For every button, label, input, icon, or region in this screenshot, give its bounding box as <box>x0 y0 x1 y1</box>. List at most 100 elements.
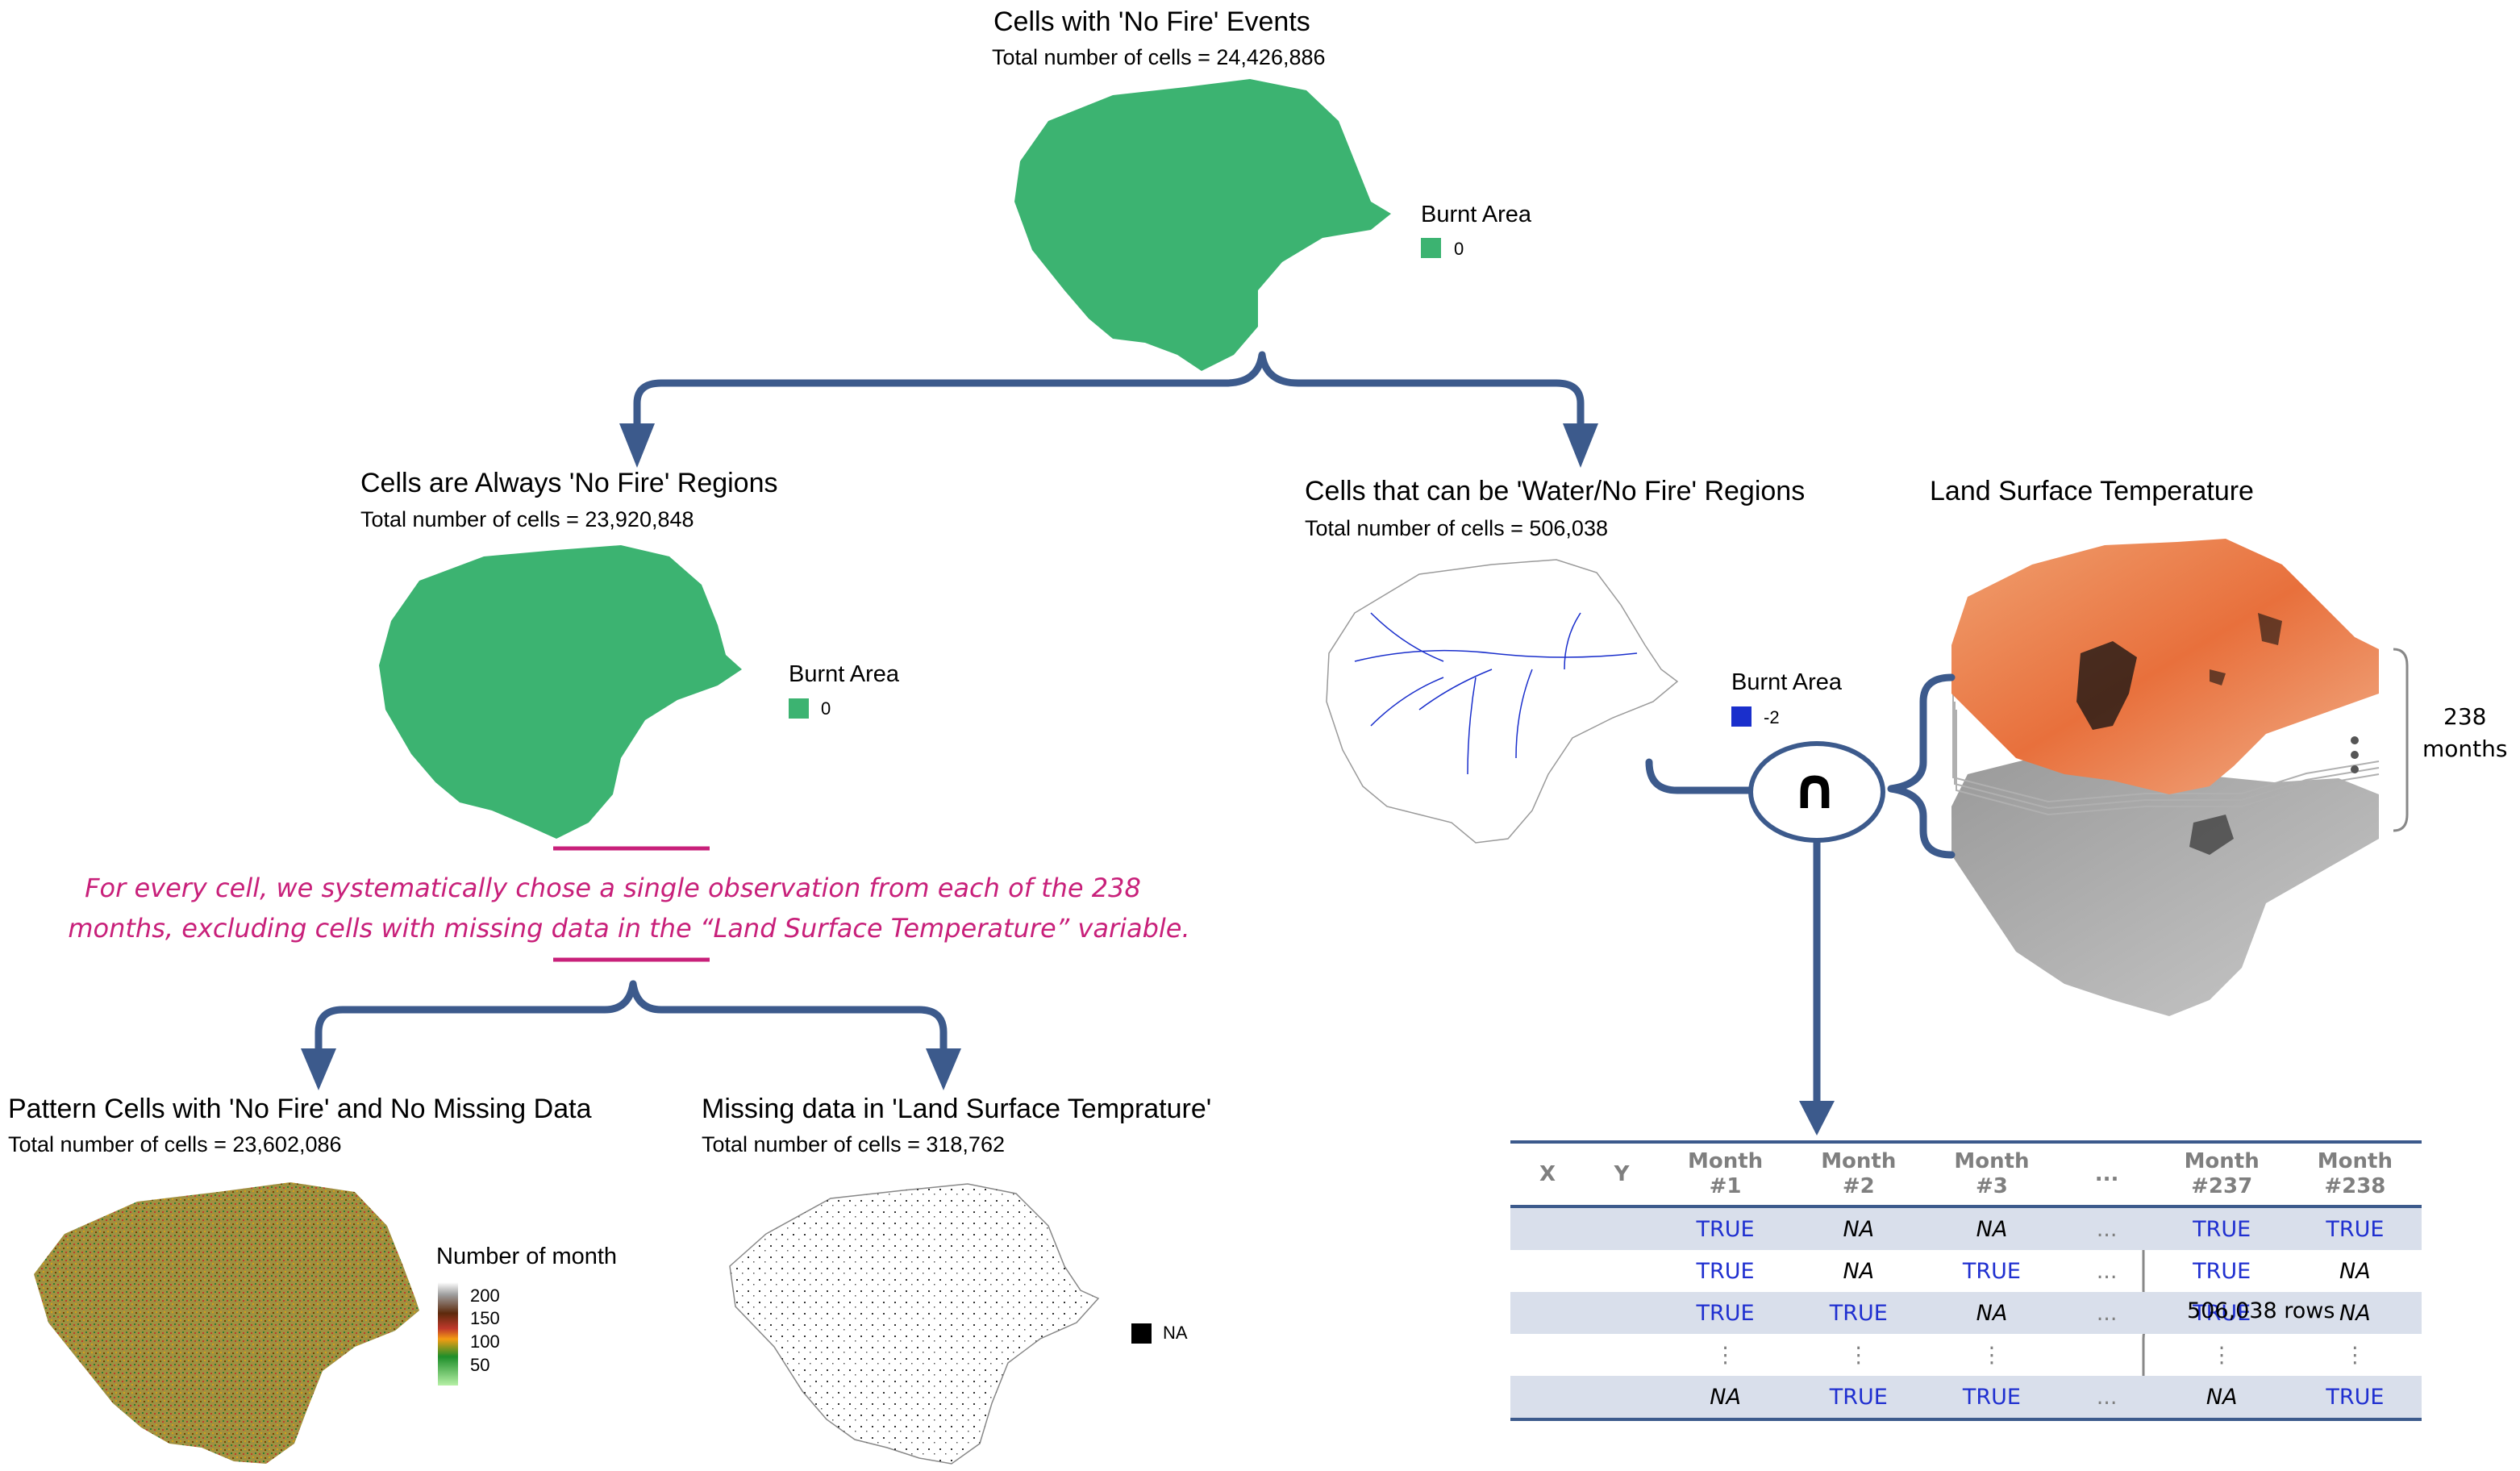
table-cell <box>1585 1292 1659 1334</box>
table-cell: NA <box>1843 1258 1875 1284</box>
always-legend-title: Burnt Area <box>789 661 900 687</box>
table-cell: TRUE <box>1659 1206 1793 1250</box>
rows-label: 506,038 rows <box>2187 1298 2335 1323</box>
table-cell <box>1585 1376 1659 1421</box>
pattern-colorbar <box>438 1282 458 1386</box>
table-cell: TRUE <box>1962 1258 2021 1284</box>
table-cell: TRUE <box>2193 1258 2251 1284</box>
pattern-tick-200: 200 <box>470 1286 500 1306</box>
stack-ellipsis <box>2351 736 2359 773</box>
table-cell: NA <box>1925 1292 2059 1334</box>
table-cell: ⋮ <box>2343 1342 2366 1368</box>
water-title: Cells that can be 'Water/No Fire' Region… <box>1305 476 1806 506</box>
table-cell: ... <box>2096 1258 2118 1284</box>
table-cell <box>1510 1206 1585 1250</box>
intersection-symbol: ∩ <box>1792 756 1838 822</box>
pattern-tick-100: 100 <box>470 1331 500 1352</box>
missing-legend-swatch <box>1131 1323 1152 1344</box>
lst-table: X Y Month #1 Month #2 Month #3 ... Month #23… <box>1510 1140 2422 1421</box>
table-cell: NA <box>2155 1376 2289 1421</box>
water-legend-value: -2 <box>1764 707 1780 727</box>
table-cell: TRUE <box>1659 1292 1793 1334</box>
table-cell <box>1585 1334 1659 1376</box>
lst-burn-patch <box>2076 641 2137 730</box>
table-row: TRUE TRUE NA... TRUE NA <box>1510 1292 2422 1334</box>
note-line-1: For every cell, we systematically chose … <box>85 873 1141 903</box>
table-row: NA TRUE TRUE... NA TRUE <box>1510 1376 2422 1421</box>
note-line-2: months, excluding cells with missing dat… <box>68 913 1190 944</box>
header-ellipsis: ... <box>2058 1140 2156 1208</box>
table-cell <box>1510 1250 1585 1292</box>
table-cell: ⋮ <box>1714 1342 1737 1368</box>
stack-unit: months <box>2422 736 2508 762</box>
header-month-1: Month #1 <box>1659 1140 1793 1208</box>
table-cell: ⋮ <box>2210 1342 2233 1368</box>
lst-stack <box>1951 539 2380 1016</box>
table-cell: TRUE <box>1925 1376 2059 1421</box>
header-month-237: Month #237 <box>2155 1140 2289 1208</box>
pattern-map <box>34 1182 419 1464</box>
lst-gray-layer <box>1951 758 2379 1016</box>
table-header-row: X Y Month #1 Month #2 Month #3 ... Month #23… <box>1510 1140 2422 1208</box>
missing-title: Missing data in 'Land Surface Temprature… <box>702 1094 1212 1124</box>
table-cell <box>1510 1292 1585 1334</box>
water-rivers <box>1354 612 1638 775</box>
header-month-2: Month #2 <box>1792 1140 1926 1208</box>
top-amazon-map <box>1014 79 1391 371</box>
table-cell: TRUE <box>2155 1206 2289 1250</box>
table-cell <box>1585 1206 1659 1250</box>
top-legend-value: 0 <box>1454 239 1464 259</box>
table-cell: TRUE <box>2288 1206 2422 1250</box>
table-cell: TRUE <box>1792 1292 1926 1334</box>
table-cell: TRUE <box>1696 1258 1755 1284</box>
header-month-238: Month #238 <box>2288 1140 2422 1208</box>
brace-top <box>633 351 1585 427</box>
table-row: ⋮ ⋮ ⋮ ⋮ ⋮ <box>1510 1334 2422 1376</box>
table-cell: NA <box>2339 1258 2371 1284</box>
water-subtitle: Total number of cells = 506,038 <box>1305 516 1608 540</box>
arrow-heads <box>301 423 1835 1136</box>
table-cell <box>1510 1376 1585 1421</box>
table-cell: NA <box>1925 1206 2059 1250</box>
always-legend-swatch <box>789 698 809 719</box>
top-subtitle: Total number of cells = 24,426,886 <box>992 45 1326 69</box>
intersection-node <box>1748 741 1885 843</box>
water-legend-title: Burnt Area <box>1731 669 1843 695</box>
pattern-tick-150: 150 <box>470 1308 500 1328</box>
top-title: Cells with 'No Fire' Events <box>993 6 1310 37</box>
table-cell: ... <box>2058 1206 2156 1250</box>
table-cell <box>1510 1334 1585 1376</box>
table-cell <box>1585 1250 1659 1292</box>
water-legend-swatch <box>1731 706 1752 727</box>
missing-subtitle: Total number of cells = 318,762 <box>702 1132 1005 1156</box>
table-cell: TRUE <box>2288 1376 2422 1421</box>
table-row: TRUE NA NA... TRUE TRUE <box>1510 1206 2422 1250</box>
table-cell: ⋮ <box>1981 1342 2003 1368</box>
missing-map-dots <box>730 1184 1098 1464</box>
top-legend-swatch <box>1421 238 1441 258</box>
table-cell: NA <box>1659 1376 1793 1421</box>
missing-legend-value: NA <box>1163 1323 1188 1343</box>
header-y: Y <box>1585 1140 1659 1208</box>
table-cell: TRUE <box>1792 1376 1926 1421</box>
always-title: Cells are Always 'No Fire' Regions <box>360 468 778 498</box>
pattern-subtitle: Total number of cells = 23,602,086 <box>8 1132 342 1156</box>
lst-orange-layer <box>1951 539 2379 794</box>
stack-count: 238 <box>2443 703 2487 730</box>
table-cell: ... <box>2058 1292 2156 1334</box>
header-x: X <box>1510 1140 1585 1208</box>
table-cell <box>2059 1334 2156 1376</box>
always-legend-value: 0 <box>821 698 831 719</box>
top-legend-title: Burnt Area <box>1421 202 1532 227</box>
table-cell: NA <box>2288 1292 2422 1334</box>
water-map <box>1326 559 1679 844</box>
table-cell: ⋮ <box>1847 1342 1870 1368</box>
stack-bracket <box>2393 648 2409 832</box>
always-subtitle: Total number of cells = 23,920,848 <box>360 507 694 531</box>
pattern-legend-title: Number of month <box>436 1244 618 1269</box>
table-cell: TRUE <box>2155 1292 2289 1334</box>
table-cell: ... <box>2058 1376 2156 1421</box>
table-row: TRUE NA TRUE... TRUE NA <box>1510 1250 2422 1292</box>
always-no-fire-map <box>379 545 742 839</box>
